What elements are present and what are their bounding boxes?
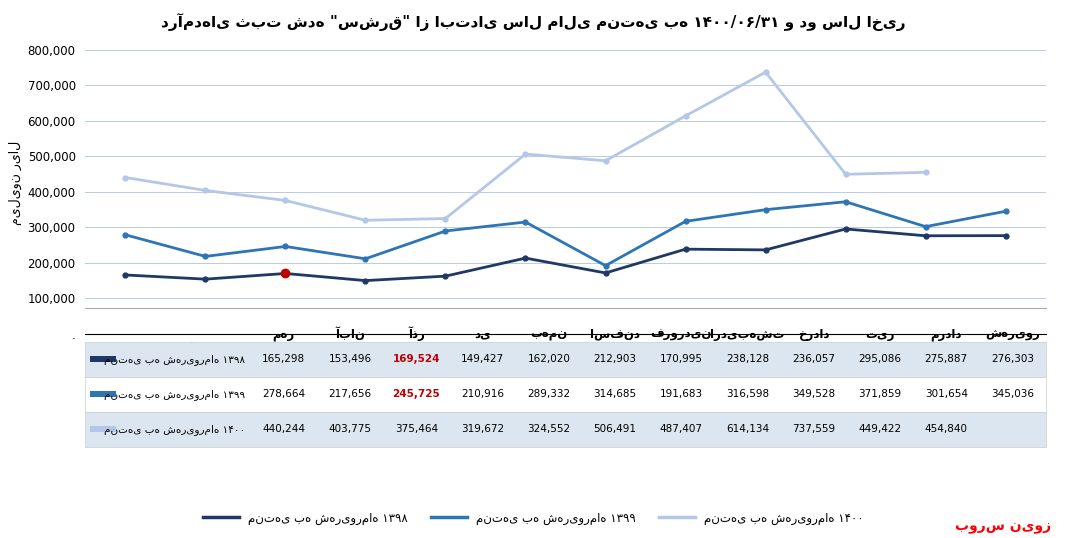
Text: 153,496: 153,496	[329, 354, 371, 364]
Legend: منتهی به شهریورماه ۱۳۹۸, منتهی به شهریورماه ۱۳۹۹, منتهی به شهریورماه ۱۴۰۰: منتهی به شهریورماه ۱۳۹۸, منتهی به شهریور…	[198, 507, 869, 529]
Text: 301,654: 301,654	[925, 389, 968, 399]
Text: خرداد: خرداد	[798, 328, 829, 341]
Text: 316,598: 316,598	[726, 389, 769, 399]
Text: 217,656: 217,656	[329, 389, 371, 399]
Text: 245,725: 245,725	[393, 389, 441, 399]
Text: منتهی به شهریورماه ۱۳۹۸: منتهی به شهریورماه ۱۳۹۸	[105, 353, 245, 365]
Text: شهریور: شهریور	[985, 328, 1040, 341]
Text: 324,552: 324,552	[527, 424, 571, 434]
Text: اسفند: اسفند	[590, 328, 640, 341]
Text: 614,134: 614,134	[726, 424, 769, 434]
Text: 191,683: 191,683	[659, 389, 703, 399]
Text: 212,903: 212,903	[593, 354, 637, 364]
Text: 506,491: 506,491	[593, 424, 637, 434]
Text: 210,916: 210,916	[461, 389, 504, 399]
Text: 238,128: 238,128	[726, 354, 769, 364]
Text: آذر: آذر	[408, 326, 425, 341]
Text: تیر: تیر	[865, 328, 895, 341]
Text: منتهی به شهریورماه ۱۴۰۰: منتهی به شهریورماه ۱۴۰۰	[105, 423, 245, 435]
Text: 170,995: 170,995	[659, 354, 703, 364]
Text: 375,464: 375,464	[395, 424, 437, 434]
Text: 440,244: 440,244	[262, 424, 305, 434]
Text: بورس نیوز: بورس نیوز	[955, 520, 1051, 534]
Text: 449,422: 449,422	[859, 424, 902, 434]
Text: مهر: مهر	[273, 328, 294, 341]
Text: 236,057: 236,057	[793, 354, 835, 364]
Text: فروردین: فروردین	[651, 328, 712, 341]
Text: دی: دی	[474, 328, 491, 341]
Text: 295,086: 295,086	[859, 354, 902, 364]
Text: 314,685: 314,685	[593, 389, 637, 399]
Text: 278,664: 278,664	[262, 389, 305, 399]
Text: بهمن: بهمن	[530, 328, 568, 341]
Y-axis label: میلیون ریال: میلیون ریال	[9, 141, 22, 225]
Text: اردیبهشت: اردیبهشت	[711, 328, 785, 341]
Text: 487,407: 487,407	[659, 424, 703, 434]
Text: 371,859: 371,859	[859, 389, 902, 399]
Text: 349,528: 349,528	[792, 389, 835, 399]
Text: 275,887: 275,887	[925, 354, 968, 364]
Text: آبان: آبان	[335, 327, 365, 341]
Text: منتهی به شهریورماه ۱۳۹۹: منتهی به شهریورماه ۱۳۹۹	[105, 388, 245, 400]
Text: 169,524: 169,524	[393, 354, 440, 364]
Text: 149,427: 149,427	[461, 354, 505, 364]
Text: 319,672: 319,672	[461, 424, 505, 434]
Text: 403,775: 403,775	[329, 424, 371, 434]
Text: مرداد: مرداد	[930, 328, 962, 341]
Text: 454,840: 454,840	[925, 424, 968, 434]
Text: 276,303: 276,303	[991, 354, 1034, 364]
Text: درآمدهای ثبت شده "سشرق" از ابتدای سال مالی منتهی به ۱۴۰۰/۰۶/۳۱ و دو سال اخیر: درآمدهای ثبت شده "سشرق" از ابتدای سال ما…	[161, 13, 906, 31]
Text: 289,332: 289,332	[527, 389, 571, 399]
Text: 165,298: 165,298	[262, 354, 305, 364]
Text: 737,559: 737,559	[792, 424, 835, 434]
Text: 162,020: 162,020	[527, 354, 570, 364]
Text: 345,036: 345,036	[991, 389, 1034, 399]
